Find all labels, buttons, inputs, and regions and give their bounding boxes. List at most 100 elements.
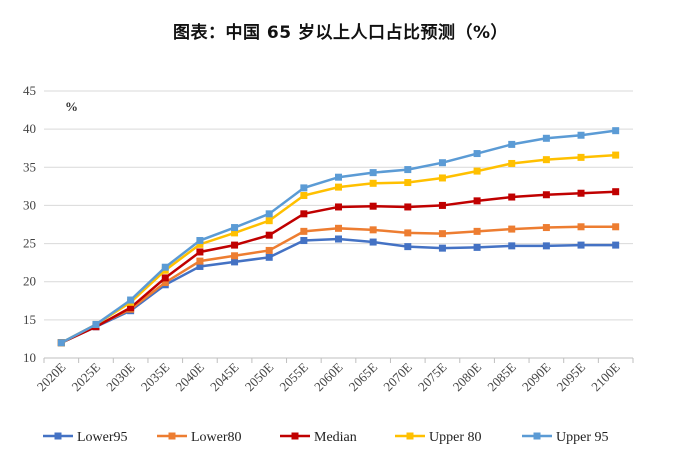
- data-point: [508, 193, 516, 201]
- data-point: [335, 173, 342, 181]
- x-axis-ticks: 2020E 2025E 2030E 2035E 2040E 2045E 2050E 2055E…: [34, 359, 623, 394]
- data-point: [404, 203, 412, 211]
- y-tick-label: 40: [23, 121, 36, 136]
- y-tick-label: 30: [23, 197, 36, 212]
- data-point: [265, 231, 273, 239]
- legend-item: Upper 80: [395, 430, 482, 445]
- y-tick-label: 35: [23, 159, 36, 174]
- series-median: [57, 188, 620, 347]
- series-upper-80: [57, 151, 620, 347]
- y-tick-label: 15: [23, 312, 36, 327]
- data-point: [369, 226, 377, 234]
- data-point: [369, 179, 377, 187]
- legend-marker: [533, 432, 541, 440]
- data-point: [231, 252, 239, 260]
- data-point: [127, 304, 135, 312]
- data-point: [438, 159, 446, 167]
- unit-label: %: [65, 99, 78, 114]
- axes: [43, 357, 634, 363]
- legend-item: Lower95: [43, 430, 128, 445]
- data-point: [369, 202, 377, 210]
- data-point: [404, 243, 412, 251]
- legend-marker: [54, 432, 62, 440]
- data-point: [612, 188, 620, 196]
- data-point: [438, 230, 446, 238]
- data-point: [57, 339, 65, 347]
- x-tick-label: 2080E: [450, 359, 485, 394]
- data-point: [231, 224, 239, 232]
- data-point: [127, 296, 135, 304]
- data-point: [335, 235, 342, 243]
- x-tick-label: 2020E: [34, 359, 69, 394]
- data-point: [473, 150, 481, 158]
- legend-marker: [291, 432, 299, 440]
- x-tick-label: 2065E: [346, 359, 381, 394]
- data-point: [542, 224, 550, 232]
- data-point: [161, 278, 169, 286]
- data-point: [542, 242, 550, 250]
- legend-item: Upper 95: [522, 430, 609, 445]
- data-point: [265, 217, 273, 225]
- legend-marker: [168, 432, 176, 440]
- data-point: [577, 131, 585, 139]
- legend-label: Median: [314, 430, 357, 445]
- data-point: [577, 241, 585, 249]
- data-point: [612, 151, 620, 159]
- data-point: [196, 240, 204, 248]
- data-point: [404, 179, 412, 187]
- data-point: [335, 183, 342, 191]
- x-tick-label: 2045E: [207, 359, 242, 394]
- x-tick-label: 2055E: [276, 359, 311, 394]
- data-point: [161, 263, 169, 271]
- legend-marker: [406, 432, 414, 440]
- x-tick-label: 2035E: [138, 359, 173, 394]
- legend-label: Upper 80: [429, 430, 482, 445]
- series-line: [60, 153, 616, 344]
- x-tick-label: 2050E: [242, 359, 277, 394]
- series-lines: [57, 127, 620, 347]
- y-tick-label: 25: [23, 236, 36, 251]
- chart-title: 图表：中国 65 岁以上人口占比预测（%）: [172, 23, 509, 43]
- legend-label: Upper 95: [556, 430, 609, 445]
- data-point: [369, 238, 377, 246]
- x-tick-label: 2090E: [519, 359, 554, 394]
- y-tick-label: 10: [23, 350, 36, 365]
- data-point: [300, 227, 308, 235]
- x-tick-label: 2100E: [588, 359, 623, 394]
- y-tick-label: 45: [23, 83, 36, 98]
- data-point: [300, 192, 308, 200]
- data-point: [542, 191, 550, 199]
- legend-item: Median: [280, 430, 357, 445]
- data-point: [92, 320, 100, 328]
- x-tick-label: 2085E: [484, 359, 519, 394]
- x-tick-label: 2075E: [415, 359, 450, 394]
- data-point: [438, 244, 446, 252]
- data-point: [577, 189, 585, 197]
- x-tick-label: 2095E: [554, 359, 589, 394]
- data-point: [612, 223, 620, 231]
- data-point: [508, 225, 516, 233]
- data-point: [612, 241, 620, 249]
- data-point: [300, 237, 308, 245]
- x-tick-label: 2070E: [380, 359, 415, 394]
- data-point: [335, 203, 342, 211]
- data-point: [542, 156, 550, 164]
- series-line: [60, 225, 616, 344]
- series-lower80: [57, 223, 620, 347]
- data-point: [577, 223, 585, 231]
- data-point: [300, 210, 308, 218]
- data-point: [300, 184, 308, 192]
- data-point: [508, 159, 516, 167]
- data-point: [404, 166, 412, 174]
- legend: Lower95 Lower80 Median Upper 80 Upper 95: [43, 430, 609, 445]
- y-axis-ticks: 10 15 20 25 30 35 40 45: [23, 83, 36, 365]
- x-tick-label: 2025E: [68, 359, 103, 394]
- series-upper-95: [57, 127, 620, 347]
- data-point: [231, 241, 239, 249]
- y-tick-label: 20: [23, 274, 36, 289]
- legend-label: Lower80: [191, 430, 242, 445]
- data-point: [473, 243, 481, 251]
- data-point: [508, 140, 516, 148]
- data-point: [473, 197, 481, 205]
